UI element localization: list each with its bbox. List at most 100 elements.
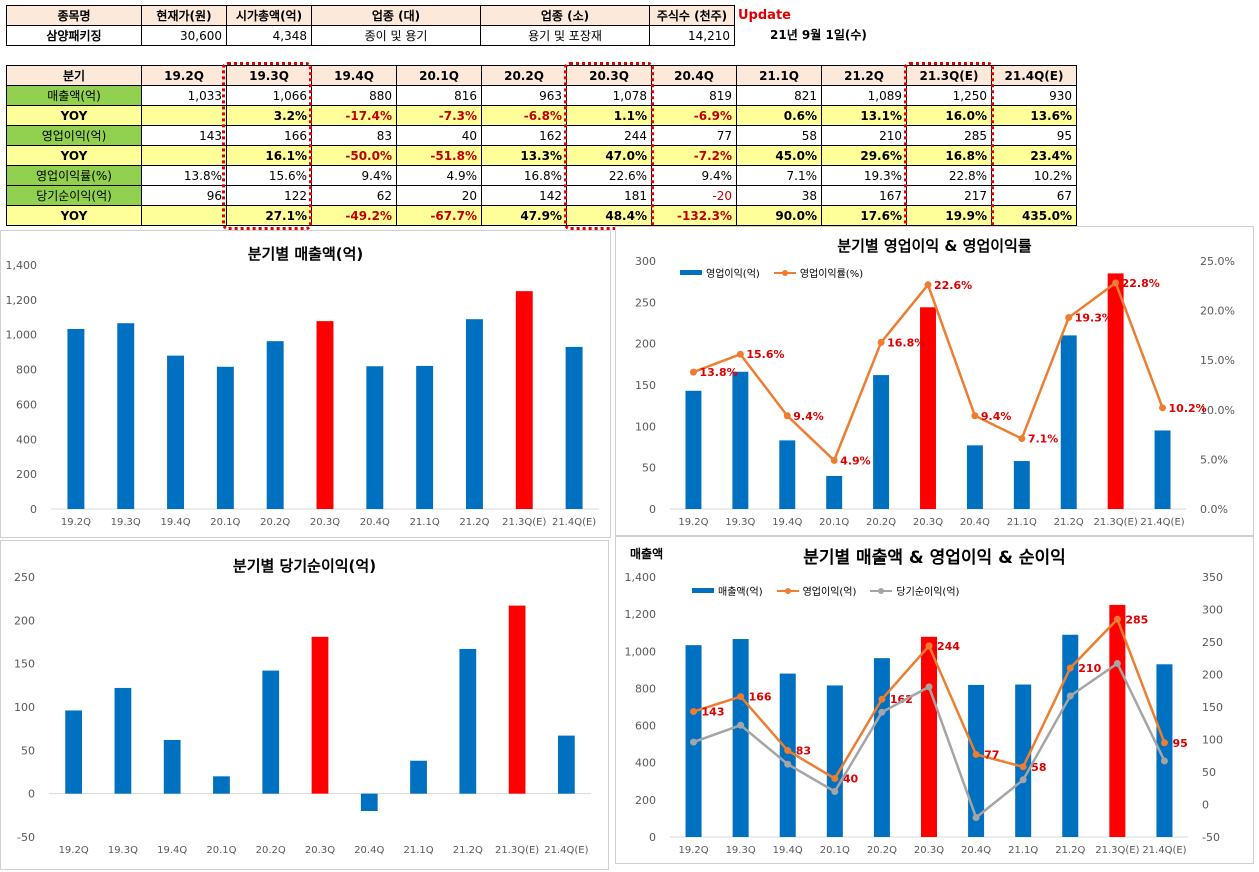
net-income-plot: -50 0 50 100 150 200 250 19.2Q 19.3Q 19.4Q 20.1Q 20… <box>14 571 591 856</box>
y2-tick-label: 100 <box>1202 734 1223 747</box>
line-point <box>689 368 697 376</box>
table-cell: 20 <box>396 185 482 206</box>
bar <box>416 365 434 509</box>
line-point <box>925 683 933 691</box>
line-point <box>1066 664 1074 672</box>
info-header: 현재가(원) <box>141 5 227 26</box>
data-label: 210 <box>1078 662 1101 675</box>
table-cell: 143 <box>141 125 227 146</box>
table-row: YOY 27.1% -49.2% -67.7% 47.9% 48.4% -132.3% 90.… <box>6 205 1077 226</box>
x-tick-label: 21.1Q <box>1007 517 1037 528</box>
table-cell: 19.9% <box>906 205 992 226</box>
table-cell <box>141 145 227 166</box>
line-point <box>1112 279 1120 287</box>
y-tick-label: 800 <box>16 364 37 377</box>
table-cell: 9.4% <box>311 165 397 186</box>
info-value-price: 30,600 <box>141 25 227 46</box>
table-cell: 122 <box>226 185 312 206</box>
line-point <box>877 338 885 346</box>
bar <box>1154 430 1171 509</box>
stock-info-table: 종목명 현재가(원) 시가총액(억) 업종 (대) 업종 (소) 주식수 (천주… <box>6 5 735 46</box>
data-label: 166 <box>749 691 772 704</box>
x-tick-label: 20.3Q <box>310 517 340 528</box>
bar <box>316 321 334 509</box>
bar <box>266 341 284 509</box>
table-cell: -51.8% <box>396 145 482 166</box>
table-cell: 9.4% <box>651 165 737 186</box>
quarter-header: 20.1Q <box>396 65 482 86</box>
bar <box>1107 273 1124 509</box>
table-cell: 96 <box>141 185 227 206</box>
line-point <box>972 750 980 758</box>
table-cell: 167 <box>821 185 907 206</box>
y-tick-label: 600 <box>16 398 37 411</box>
row-label: YOY <box>6 205 142 226</box>
bar <box>167 355 185 509</box>
y-tick-label: 200 <box>635 338 656 351</box>
bar <box>1156 664 1173 837</box>
bar <box>410 760 427 794</box>
x-tick-label: 21.2Q <box>1055 845 1085 856</box>
table-cell: 880 <box>311 85 397 106</box>
data-label: 285 <box>1125 613 1148 626</box>
bar <box>873 375 890 509</box>
x-tick-label: 20.4Q <box>354 845 384 856</box>
x-tick-label: 21.2Q <box>453 845 483 856</box>
x-tick-label: 21.4Q(E) <box>552 517 596 528</box>
axis-title: 매출액 <box>630 547 664 561</box>
info-header: 주식수 (천주) <box>649 5 735 26</box>
legend-label: 영업이익(억) <box>706 269 760 280</box>
table-cell: 40 <box>396 125 482 146</box>
y2-tick-label: 250 <box>1202 636 1223 649</box>
bar <box>557 735 575 794</box>
bar <box>508 605 526 794</box>
y-tick-label: 1,200 <box>6 294 38 307</box>
bar <box>1013 461 1030 509</box>
update-label: Update <box>738 8 791 23</box>
y2-tick-label: 0 <box>1202 799 1209 812</box>
table-cell: 1.1% <box>566 105 652 126</box>
table-cell: 23.4% <box>991 145 1077 166</box>
line-point <box>784 747 792 755</box>
combo-chart: 분기별 매출액 & 영업이익 & 순이익 매출액 매출액(억) 영업이익(억) … <box>615 536 1254 864</box>
x-tick-label: 21.1Q <box>1008 845 1038 856</box>
data-label: 244 <box>937 640 960 653</box>
y-tick-label: 0 <box>28 788 35 801</box>
chart-legend: 영업이익(억) 영업이익률(%) <box>680 265 863 280</box>
y-tick-label: 200 <box>635 794 656 807</box>
table-cell: 62 <box>311 185 397 206</box>
bar <box>826 475 843 509</box>
y-tick-label: 1,000 <box>625 645 657 658</box>
line-point <box>1159 404 1167 412</box>
bar <box>1060 335 1077 509</box>
row-label: 당기순이익(억) <box>6 185 142 206</box>
table-cell: 15.6% <box>226 165 312 186</box>
x-tick-label: 21.4Q(E) <box>544 845 588 856</box>
y-tick-label: 200 <box>14 614 35 627</box>
x-tick-label: 21.1Q <box>403 845 433 856</box>
table-cell: -6.8% <box>481 105 567 126</box>
x-tick-label: 19.3Q <box>111 517 141 528</box>
legend-label: 영업이익률(%) <box>799 269 864 280</box>
table-cell: 4.9% <box>396 165 482 186</box>
table-cell: 45.0% <box>736 145 822 166</box>
data-label: 9.4% <box>981 410 1012 423</box>
bar <box>920 636 938 837</box>
quarter-header: 19.3Q <box>226 65 312 86</box>
y-tick-label: 0 <box>30 503 37 516</box>
bar <box>873 658 890 837</box>
table-cell: 821 <box>736 85 822 106</box>
table-cell: 1,033 <box>141 85 227 106</box>
table-cell: 19.3% <box>821 165 907 186</box>
row-label: YOY <box>6 145 142 166</box>
info-header: 종목명 <box>6 5 142 26</box>
line-point <box>1113 659 1121 667</box>
y-tick-label: 1,400 <box>6 259 38 272</box>
quarter-header: 20.4Q <box>651 65 737 86</box>
table-cell: 38 <box>736 185 822 206</box>
quarter-header: 19.4Q <box>311 65 397 86</box>
x-tick-label: 19.4Q <box>160 517 190 528</box>
bar <box>459 648 477 794</box>
y-tick-label: -50 <box>17 831 35 844</box>
bar <box>779 440 796 509</box>
